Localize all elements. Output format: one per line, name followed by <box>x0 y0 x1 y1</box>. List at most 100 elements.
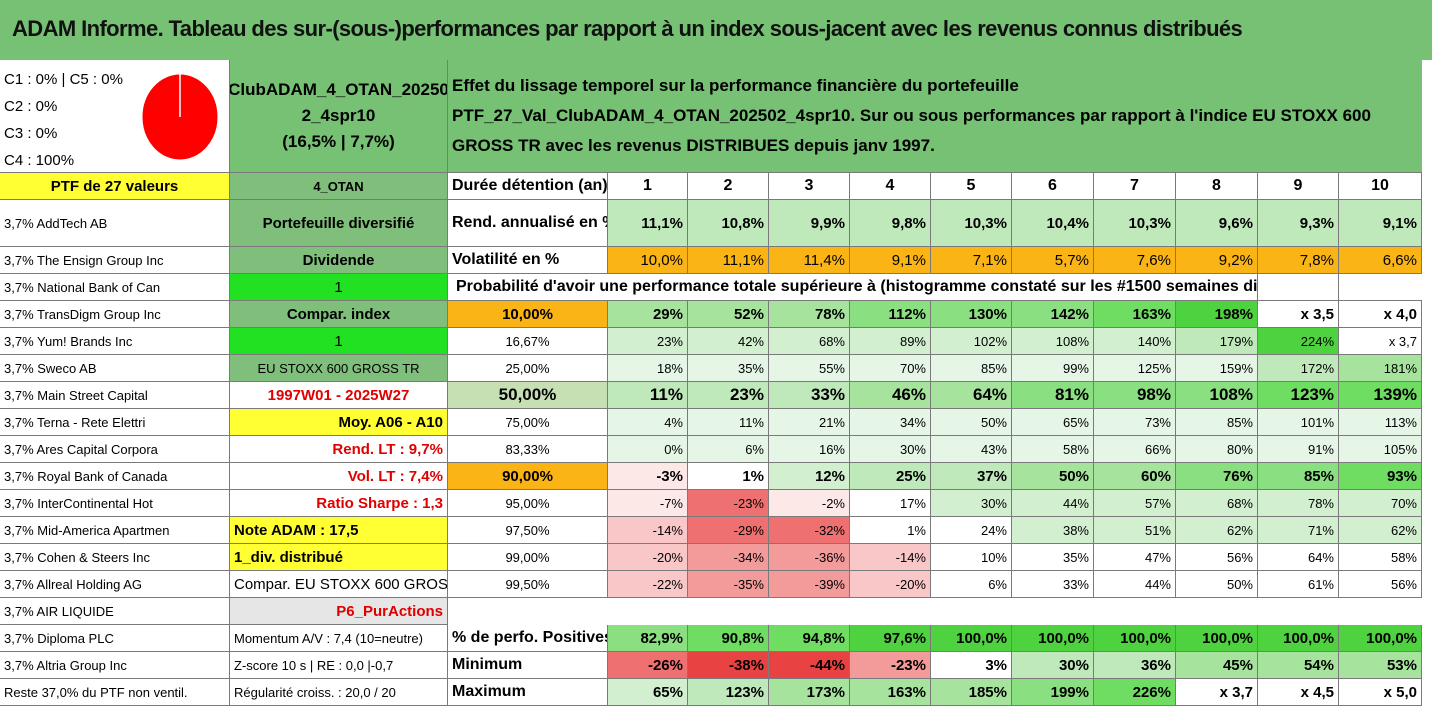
probability-value[interactable]: 73% <box>1094 409 1176 436</box>
maximum-value[interactable]: 163% <box>850 679 931 706</box>
probability-value[interactable]: 35% <box>688 355 769 382</box>
maximum-value[interactable]: 199% <box>1012 679 1094 706</box>
minimum-value[interactable]: 36% <box>1094 652 1176 679</box>
probability-value[interactable]: 142% <box>1012 301 1094 328</box>
portfolio-attribute[interactable]: Moy. A06 - A10 <box>230 409 448 436</box>
probability-value[interactable]: 30% <box>850 436 931 463</box>
probability-value[interactable]: 6% <box>931 571 1012 598</box>
probability-value[interactable]: 98% <box>1094 382 1176 409</box>
probability-value[interactable]: -23% <box>688 490 769 517</box>
holding-name[interactable]: 3,7% Terna - Rete Elettri <box>0 409 230 436</box>
return-value[interactable]: 10,8% <box>688 200 769 247</box>
probability-value[interactable]: 24% <box>931 517 1012 544</box>
probability-value[interactable]: 58% <box>1012 436 1094 463</box>
probability-threshold[interactable]: 75,00% <box>448 409 608 436</box>
probability-value[interactable]: -14% <box>850 544 931 571</box>
probability-value[interactable]: 139% <box>1339 382 1422 409</box>
holding-name[interactable]: 3,7% Altria Group Inc <box>0 652 230 679</box>
holding-name[interactable]: 3,7% Yum! Brands Inc <box>0 328 230 355</box>
probability-value[interactable]: 37% <box>931 463 1012 490</box>
volatility-value[interactable]: 5,7% <box>1012 247 1094 274</box>
maximum-value[interactable]: 123% <box>688 679 769 706</box>
probability-value[interactable]: 35% <box>1012 544 1094 571</box>
portfolio-attribute[interactable]: 1 <box>230 274 448 301</box>
probability-value[interactable]: 112% <box>850 301 931 328</box>
probability-value[interactable]: 198% <box>1176 301 1258 328</box>
probability-value[interactable]: 91% <box>1258 436 1339 463</box>
probability-value[interactable]: 113% <box>1339 409 1422 436</box>
probability-value[interactable]: 78% <box>769 301 850 328</box>
probability-value[interactable]: x 3,7 <box>1339 328 1422 355</box>
minimum-value[interactable]: 3% <box>931 652 1012 679</box>
probability-value[interactable]: -22% <box>608 571 688 598</box>
probability-value[interactable]: 125% <box>1094 355 1176 382</box>
probability-value[interactable]: 163% <box>1094 301 1176 328</box>
probability-value[interactable]: -34% <box>688 544 769 571</box>
positives-value[interactable]: 100,0% <box>931 625 1012 652</box>
minimum-value[interactable]: -38% <box>688 652 769 679</box>
return-value[interactable]: 10,3% <box>1094 200 1176 247</box>
holding-name[interactable]: 3,7% Cohen & Steers Inc <box>0 544 230 571</box>
probability-value[interactable]: 101% <box>1258 409 1339 436</box>
minimum-value[interactable]: -26% <box>608 652 688 679</box>
probability-value[interactable]: 179% <box>1176 328 1258 355</box>
probability-value[interactable]: 56% <box>1339 571 1422 598</box>
probability-value[interactable]: 140% <box>1094 328 1176 355</box>
probability-value[interactable]: 130% <box>931 301 1012 328</box>
volatility-value[interactable]: 7,1% <box>931 247 1012 274</box>
probability-value[interactable]: 85% <box>1258 463 1339 490</box>
probability-value[interactable]: 50% <box>931 409 1012 436</box>
probability-value[interactable]: -35% <box>688 571 769 598</box>
probability-value[interactable]: 1% <box>688 463 769 490</box>
probability-value[interactable]: x 4,0 <box>1339 301 1422 328</box>
probability-value[interactable]: 47% <box>1094 544 1176 571</box>
return-value[interactable]: 9,6% <box>1176 200 1258 247</box>
probability-value[interactable]: 105% <box>1339 436 1422 463</box>
holding-name[interactable]: 3,7% Diploma PLC <box>0 625 230 652</box>
probability-threshold[interactable]: 25,00% <box>448 355 608 382</box>
probability-value[interactable]: 68% <box>1176 490 1258 517</box>
holding-name[interactable]: 3,7% National Bank of Can <box>0 274 230 301</box>
portfolio-attribute[interactable]: EU STOXX 600 GROSS TR <box>230 355 448 382</box>
portfolio-attribute[interactable]: Momentum A/V : 7,4 (10=neutre) <box>230 625 448 652</box>
probability-threshold[interactable]: 90,00% <box>448 463 608 490</box>
probability-value[interactable]: 65% <box>1012 409 1094 436</box>
probability-threshold[interactable]: 16,67% <box>448 328 608 355</box>
maximum-value[interactable]: x 4,5 <box>1258 679 1339 706</box>
holding-name[interactable]: 3,7% AIR LIQUIDE <box>0 598 230 625</box>
probability-value[interactable]: 85% <box>1176 409 1258 436</box>
probability-value[interactable]: -20% <box>608 544 688 571</box>
volatility-value[interactable]: 6,6% <box>1339 247 1422 274</box>
probability-value[interactable]: 102% <box>931 328 1012 355</box>
portfolio-attribute[interactable]: Rend. LT : 9,7% <box>230 436 448 463</box>
probability-value[interactable]: 30% <box>931 490 1012 517</box>
holding-name[interactable]: 3,7% The Ensign Group Inc <box>0 247 230 274</box>
probability-value[interactable]: 56% <box>1176 544 1258 571</box>
volatility-value[interactable]: 11,1% <box>688 247 769 274</box>
probability-value[interactable]: 64% <box>931 382 1012 409</box>
probability-value[interactable]: 62% <box>1176 517 1258 544</box>
probability-value[interactable]: -29% <box>688 517 769 544</box>
probability-value[interactable]: 159% <box>1176 355 1258 382</box>
probability-threshold[interactable]: 97,50% <box>448 517 608 544</box>
return-value[interactable]: 11,1% <box>608 200 688 247</box>
probability-value[interactable]: 181% <box>1339 355 1422 382</box>
holding-name[interactable]: Reste 37,0% du PTF non ventil. <box>0 679 230 706</box>
probability-value[interactable]: 172% <box>1258 355 1339 382</box>
probability-value[interactable]: 224% <box>1258 328 1339 355</box>
maximum-value[interactable]: 185% <box>931 679 1012 706</box>
probability-value[interactable]: 64% <box>1258 544 1339 571</box>
probability-value[interactable]: 108% <box>1012 328 1094 355</box>
maximum-value[interactable]: 173% <box>769 679 850 706</box>
holding-name[interactable]: 3,7% Ares Capital Corpora <box>0 436 230 463</box>
probability-value[interactable]: 81% <box>1012 382 1094 409</box>
holding-name[interactable]: 3,7% Allreal Holding AG <box>0 571 230 598</box>
holding-name[interactable]: 3,7% Main Street Capital <box>0 382 230 409</box>
probability-threshold[interactable]: 10,00% <box>448 301 608 328</box>
probability-value[interactable]: 99% <box>1012 355 1094 382</box>
holding-name[interactable]: PTF de 27 valeurs <box>0 173 230 200</box>
probability-value[interactable]: 50% <box>1012 463 1094 490</box>
portfolio-attribute[interactable]: Note ADAM : 17,5 <box>230 517 448 544</box>
probability-value[interactable]: 25% <box>850 463 931 490</box>
portfolio-attribute[interactable]: 1_div. distribué <box>230 544 448 571</box>
